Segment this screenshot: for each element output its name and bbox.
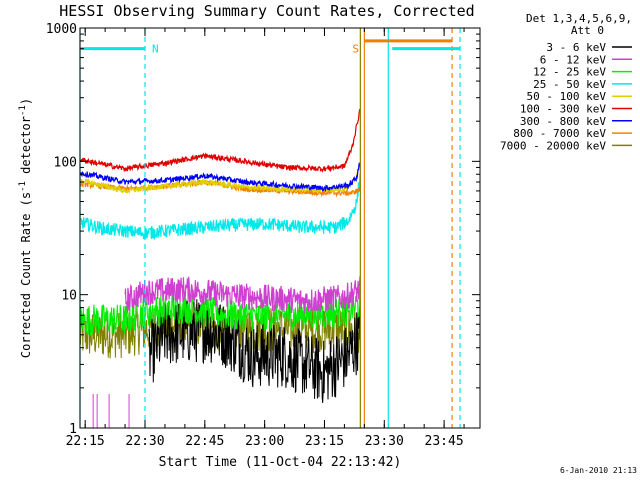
plot-timestamp: 6-Jan-2010 21:13 <box>560 466 637 475</box>
y-tick-label: 1 <box>69 422 77 437</box>
legend-entry-label: 25 - 50 keV <box>533 78 606 91</box>
x-axis-label: Start Time (11-Oct-04 22:13:42) <box>159 455 402 470</box>
series-6-12kev-early-spikes <box>92 393 130 428</box>
series-line-100-300keVkev <box>79 108 361 173</box>
x-tick-label: 22:15 <box>66 434 105 449</box>
series-line-25-50keVkev <box>79 173 361 241</box>
legend-entry-label: 800 - 7000 keV <box>513 127 606 140</box>
tick-layer: 22:15 22:30 22:45 23:00 23:15 23:30 23:45 1 10 10… <box>46 22 480 449</box>
series-line-50-100keVkev <box>79 164 361 194</box>
plot-frame <box>79 27 481 429</box>
x-tick-label: 22:30 <box>125 434 164 449</box>
y-tick-label: 10 <box>61 289 77 304</box>
series-line-3-6keVkev <box>148 299 361 403</box>
y-tick-label: 1000 <box>46 22 77 37</box>
series-line-300-800keVkev <box>79 162 361 193</box>
legend-entry-label: 7000 - 20000 keV <box>500 139 606 152</box>
legend-entry-label: 50 - 100 keV <box>527 90 607 103</box>
legend-entry-label: 12 - 25 keV <box>533 66 606 79</box>
legend-entry-label: 3 - 6 keV <box>546 41 606 54</box>
x-tick-label: 23:30 <box>365 434 404 449</box>
legend-entry-label: 300 - 800 keV <box>520 115 606 128</box>
x-tick-label: 23:15 <box>305 434 344 449</box>
legend-header-line2: Att 0 <box>571 24 604 37</box>
flag-label-s: S <box>352 43 359 56</box>
flag-label-n: N <box>152 43 159 56</box>
series-layer <box>79 108 361 428</box>
x-tick-label: 23:45 <box>425 434 464 449</box>
y-axis-label: Corrected Count Rate (s-1 detector-1) <box>18 98 33 358</box>
chart-title: HESSI Observing Summary Count Rates, Cor… <box>59 2 474 20</box>
series-line-12-25keVkev <box>79 289 361 336</box>
x-tick-label: 23:00 <box>245 434 284 449</box>
series-line-6-12keVkev <box>124 276 361 314</box>
x-tick-label: 22:45 <box>185 434 224 449</box>
legend-header-line1: Det 1,3,4,5,6,9, <box>526 12 632 25</box>
legend-entry-label: 100 - 300 keV <box>520 103 606 116</box>
y-tick-label: 100 <box>54 155 77 170</box>
legend-entry-label: 6 - 12 keV <box>540 53 607 66</box>
